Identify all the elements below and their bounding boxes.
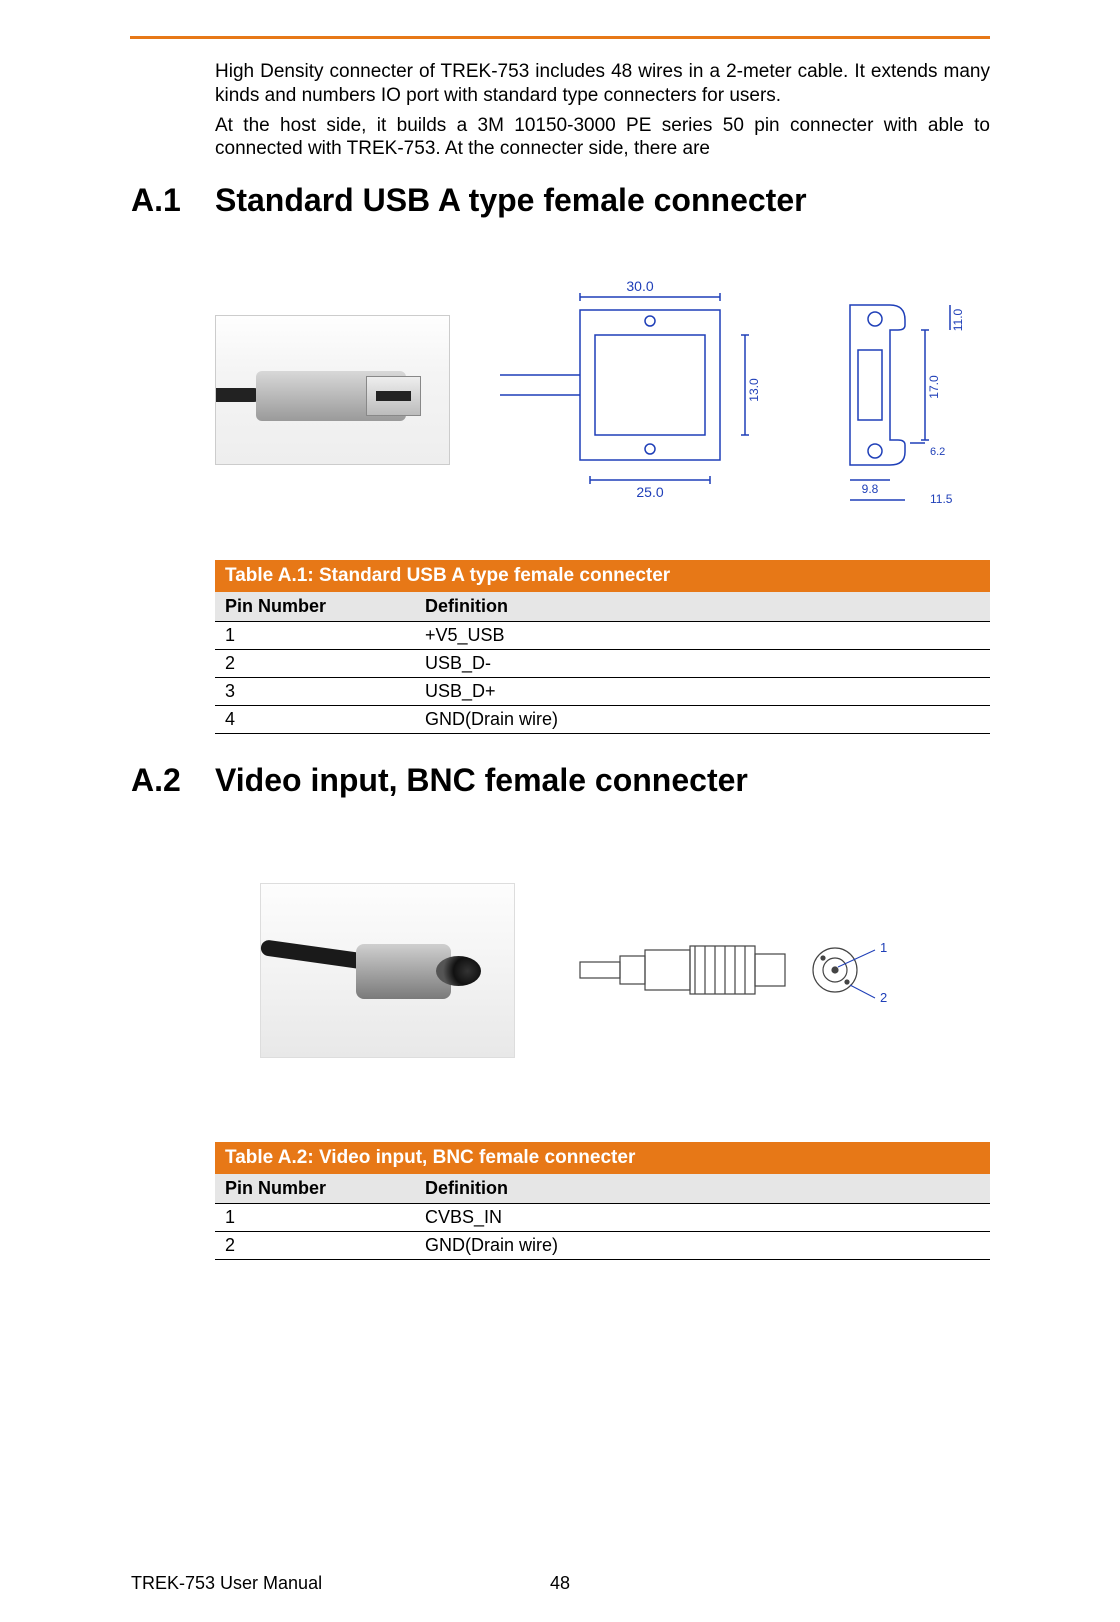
table-row: 1 +V5_USB — [215, 622, 990, 650]
heading-a1: A.1Standard USB A type female connecter — [131, 182, 807, 219]
bnc-photo-cable — [260, 939, 371, 970]
dim-side-w1: 9.8 — [862, 482, 879, 496]
heading-a2: A.2Video input, BNC female connecter — [131, 762, 748, 799]
table-a1: Table A.1: Standard USB A type female co… — [215, 560, 990, 734]
table-a2: Table A.2: Video input, BNC female conne… — [215, 1142, 990, 1260]
table-a2-header-row: Pin Number Definition — [215, 1174, 990, 1204]
cell-def: USB_D+ — [415, 678, 990, 706]
table-row: 4 GND(Drain wire) — [215, 706, 990, 734]
table-row: 2 GND(Drain wire) — [215, 1232, 990, 1260]
table-a2-col-0: Pin Number — [215, 1174, 415, 1204]
heading-a1-number: A.1 — [131, 182, 215, 219]
table-a1-header-row: Pin Number Definition — [215, 592, 990, 622]
usb-photo-cable — [216, 388, 261, 402]
page: High Density connecter of TREK-753 inclu… — [0, 0, 1120, 1622]
table-a2-title-row: Table A.2: Video input, BNC female conne… — [215, 1142, 990, 1174]
heading-a2-title: Video input, BNC female connecter — [215, 762, 748, 798]
cell-pin: 1 — [215, 1204, 415, 1232]
cell-def: USB_D- — [415, 650, 990, 678]
bnc-photo-tip — [436, 956, 481, 986]
dim-top-label: 30.0 — [626, 278, 653, 294]
bnc-drawing: 1 2 — [575, 920, 915, 1020]
intro-paragraph-1: High Density connecter of TREK-753 inclu… — [215, 60, 990, 108]
table-a2-col-1: Definition — [415, 1174, 990, 1204]
cell-def: GND(Drain wire) — [415, 706, 990, 734]
table-row: 2 USB_D- — [215, 650, 990, 678]
cell-pin: 2 — [215, 1232, 415, 1260]
cell-pin: 3 — [215, 678, 415, 706]
cell-def: CVBS_IN — [415, 1204, 990, 1232]
heading-a2-number: A.2 — [131, 762, 215, 799]
figure-row-a1: 30.0 25.0 13.0 — [215, 260, 990, 520]
usb-front-drawing: 30.0 25.0 13.0 — [500, 275, 780, 505]
cell-def: +V5_USB — [415, 622, 990, 650]
bnc-pin1-label: 1 — [880, 940, 887, 955]
dim-side-top: 11.0 — [951, 308, 965, 331]
dim-side-w2: 11.5 — [930, 492, 953, 505]
footer-page-number: 48 — [0, 1573, 1120, 1594]
dim-bottom-label: 25.0 — [636, 484, 663, 500]
bnc-pin2-label: 2 — [880, 990, 887, 1005]
usb-photo — [215, 315, 450, 465]
dim-side-outer-h: 17.0 — [927, 375, 941, 399]
dim-side-tab: 6.2 — [930, 446, 945, 458]
bnc-photo — [260, 883, 515, 1058]
dim-side-inner-label: 13.0 — [747, 378, 761, 402]
table-a1-title: Table A.1: Standard USB A type female co… — [215, 560, 990, 592]
intro-block: High Density connecter of TREK-753 inclu… — [215, 60, 990, 167]
intro-paragraph-2: At the host side, it builds a 3M 10150-3… — [215, 114, 990, 162]
cell-def: GND(Drain wire) — [415, 1232, 990, 1260]
cell-pin: 1 — [215, 622, 415, 650]
top-rule — [130, 36, 990, 39]
table-a1-col-0: Pin Number — [215, 592, 415, 622]
cell-pin: 4 — [215, 706, 415, 734]
figure-row-a2: 1 2 — [260, 870, 960, 1070]
usb-photo-slot — [376, 391, 411, 401]
heading-a1-title: Standard USB A type female connecter — [215, 182, 807, 218]
table-row: 3 USB_D+ — [215, 678, 990, 706]
table-a1-col-1: Definition — [415, 592, 990, 622]
cell-pin: 2 — [215, 650, 415, 678]
table-a1-title-row: Table A.1: Standard USB A type female co… — [215, 560, 990, 592]
table-row: 1 CVBS_IN — [215, 1204, 990, 1232]
table-a2-title: Table A.2: Video input, BNC female conne… — [215, 1142, 990, 1174]
usb-side-drawing: 17.0 11.0 6.2 9.8 11.5 — [830, 275, 990, 505]
